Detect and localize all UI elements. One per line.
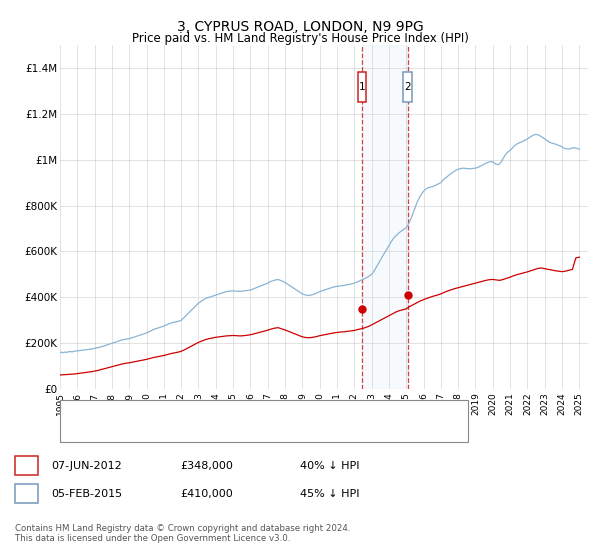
Text: 1: 1	[23, 461, 30, 471]
Text: —: —	[71, 405, 85, 419]
Text: 45% ↓ HPI: 45% ↓ HPI	[300, 489, 359, 499]
Text: 05-FEB-2015: 05-FEB-2015	[51, 489, 122, 499]
Text: 2: 2	[404, 82, 411, 92]
Text: 3, CYPRUS ROAD, LONDON, N9 9PG (detached house): 3, CYPRUS ROAD, LONDON, N9 9PG (detached…	[95, 407, 375, 417]
Bar	[362, 45, 408, 389]
FancyBboxPatch shape	[403, 72, 412, 101]
Text: HPI: Average price, detached house, Enfield: HPI: Average price, detached house, Enfi…	[95, 427, 323, 437]
Text: Price paid vs. HM Land Registry's House Price Index (HPI): Price paid vs. HM Land Registry's House …	[131, 32, 469, 45]
Text: 1: 1	[359, 82, 365, 92]
Text: 40% ↓ HPI: 40% ↓ HPI	[300, 461, 359, 471]
Text: —: —	[71, 425, 85, 439]
Text: £410,000: £410,000	[180, 489, 233, 499]
Text: 07-JUN-2012: 07-JUN-2012	[51, 461, 122, 471]
FancyBboxPatch shape	[358, 72, 366, 101]
Text: 2: 2	[23, 489, 30, 499]
Text: Contains HM Land Registry data © Crown copyright and database right 2024.
This d: Contains HM Land Registry data © Crown c…	[15, 524, 350, 543]
Text: £348,000: £348,000	[180, 461, 233, 471]
Text: 3, CYPRUS ROAD, LONDON, N9 9PG: 3, CYPRUS ROAD, LONDON, N9 9PG	[176, 20, 424, 34]
